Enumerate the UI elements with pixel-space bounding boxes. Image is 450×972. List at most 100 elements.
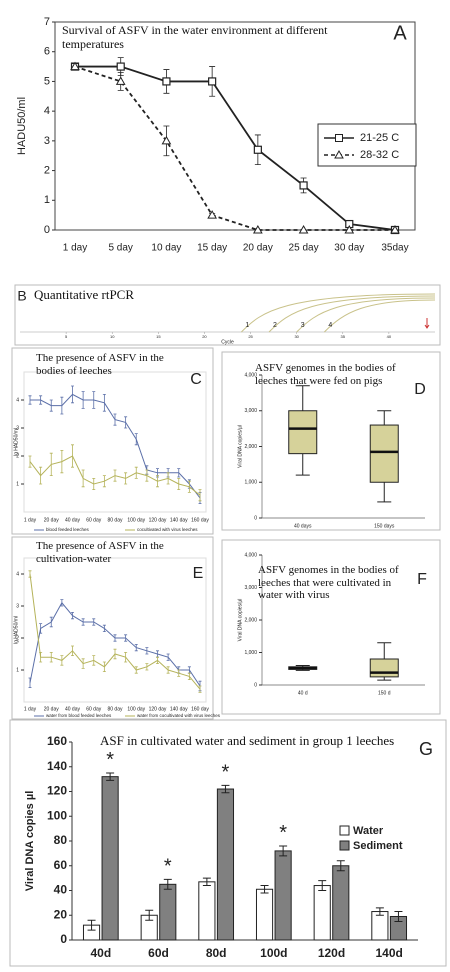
y-tick-label: 0 — [254, 682, 257, 688]
x-tick-label: 40 d — [298, 690, 308, 696]
y-tick-label: 4 — [44, 105, 50, 117]
x-tick-label: 150 days — [374, 523, 395, 529]
x-tick-label: 10 day — [151, 243, 181, 254]
error-bar — [71, 385, 74, 404]
error-bar — [177, 669, 181, 677]
x-tick-label: 5 — [65, 334, 68, 339]
significance-mark: * — [279, 822, 287, 844]
bar — [332, 865, 350, 941]
panel-frame — [221, 539, 441, 715]
error-bar — [71, 444, 74, 468]
curve-label: 4 — [328, 322, 332, 329]
marker — [252, 224, 263, 234]
marker — [207, 210, 218, 219]
legend-label: blood feeded leeches — [46, 527, 90, 532]
y-tick-label: 60 — [54, 858, 68, 872]
x-tick-label: 80 day — [107, 706, 123, 712]
y-tick-label: 3,000 — [244, 408, 257, 414]
error-bar — [92, 391, 96, 409]
y-tick-label: 3 — [44, 135, 50, 147]
error-bar — [39, 652, 43, 663]
error-bar — [60, 450, 64, 474]
y-tick-label: 100 — [47, 808, 67, 822]
panel-title: ASFV genomes in the bodies of leeches th… — [258, 564, 399, 602]
error-bar — [124, 634, 128, 642]
x-tick-label: 30 day — [334, 243, 364, 254]
y-tick-label: 1,000 — [244, 650, 257, 656]
x-tick-label: 40 — [387, 334, 392, 339]
x-tick-label: 120 day — [149, 706, 167, 712]
legend-label: Sediment — [353, 840, 403, 852]
error-bar — [81, 391, 85, 409]
y-tick-label: 120 — [47, 784, 67, 798]
bar — [198, 881, 216, 941]
error-bar — [71, 645, 74, 656]
y-tick-label: 3 — [16, 603, 19, 609]
series-line — [74, 65, 395, 231]
curve-label: 2 — [273, 322, 277, 329]
error-bar — [49, 399, 53, 412]
y-tick-label: 1 — [16, 667, 19, 673]
error-bar — [198, 685, 202, 693]
x-tick-label: 20 day — [44, 517, 60, 523]
bar — [313, 885, 331, 941]
marker — [161, 135, 172, 145]
legend-marker — [335, 134, 343, 142]
error-bar — [102, 394, 106, 412]
series-line — [29, 601, 201, 687]
x-tick-label: 140 day — [170, 517, 188, 523]
error-bar — [81, 469, 85, 488]
bar — [274, 850, 292, 941]
panel-title: Survival of ASFV in the water environmen… — [62, 23, 328, 51]
error-bar — [102, 624, 106, 632]
plot-area — [23, 557, 207, 703]
y-tick-label: 2 — [44, 164, 50, 176]
y-tick-label: 160 — [47, 734, 67, 748]
box — [288, 410, 318, 455]
panel-letter: D — [414, 381, 426, 398]
plot-area — [23, 371, 207, 513]
x-tick-label: 160 day — [191, 706, 209, 712]
legend-swatch — [339, 825, 350, 836]
bar — [159, 883, 177, 941]
error-bar — [102, 475, 106, 488]
y-tick-label: 140 — [47, 759, 67, 773]
error-bar — [145, 663, 149, 671]
arrow — [424, 318, 430, 329]
error-bar — [187, 480, 191, 493]
y-tick-label: 1 — [44, 194, 50, 206]
marker — [344, 224, 355, 234]
legend-label: water from blood feeded leeches — [46, 713, 112, 718]
amplification-curve — [240, 293, 436, 333]
x-tick-label: 1 day — [24, 706, 37, 712]
legend-box — [317, 123, 417, 167]
bar — [101, 776, 119, 941]
marker — [70, 61, 80, 71]
panel-letter: E — [193, 565, 204, 582]
error-bar — [81, 658, 85, 669]
marker — [298, 224, 309, 234]
error-bar — [124, 472, 128, 485]
marker — [390, 224, 400, 234]
error-bar — [163, 878, 172, 890]
significance-mark: * — [222, 762, 230, 784]
error-bar — [106, 772, 115, 781]
x-tick-label: 35day — [381, 243, 408, 254]
error-bar — [39, 395, 43, 405]
error-bar — [60, 655, 64, 666]
legend-label: 28-32 C — [360, 149, 399, 161]
panel-letter: C — [190, 371, 202, 388]
error-bar — [124, 416, 128, 429]
y-tick-label: 2 — [16, 635, 19, 641]
error-bar — [134, 644, 138, 652]
panel-title: The presence of ASFV in the bodies of le… — [36, 352, 164, 377]
error-bar — [28, 395, 32, 405]
error-bar — [28, 570, 32, 578]
marker — [253, 145, 262, 154]
panel-title: ASF in cultivated water and sediment in … — [100, 733, 395, 748]
x-tick-label: 20 day — [243, 243, 273, 254]
x-tick-label: 60 day — [86, 517, 102, 523]
error-bar — [92, 655, 96, 666]
x-tick-label: 60 day — [86, 706, 102, 712]
